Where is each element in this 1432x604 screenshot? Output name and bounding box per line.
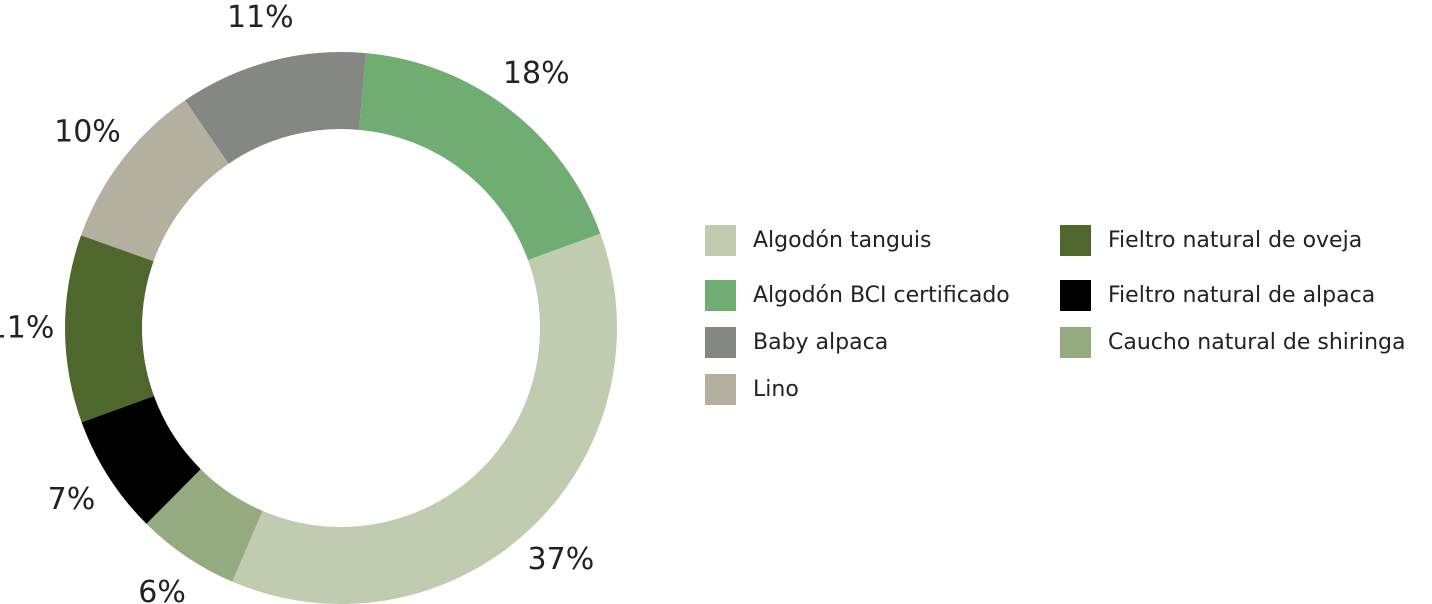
legend-label: Lino — [753, 377, 799, 402]
legend-swatch — [1060, 327, 1091, 358]
legend-swatch — [705, 225, 736, 256]
donut-segment — [232, 233, 618, 604]
data-label: 11% — [0, 311, 54, 346]
legend-swatch — [705, 374, 736, 405]
legend-label: Algodón BCI certificado — [753, 283, 1010, 308]
donut-segment — [359, 53, 601, 260]
data-label: 11% — [227, 0, 294, 35]
legend-label: Algodón tanguis — [753, 228, 931, 253]
donut-segment — [146, 469, 263, 582]
legend-label: Baby alpaca — [753, 330, 888, 355]
data-label: 10% — [54, 114, 121, 149]
data-label: 18% — [503, 56, 570, 91]
data-label: 6% — [138, 575, 186, 604]
legend-swatch — [705, 280, 736, 311]
legend-swatch — [1060, 225, 1091, 256]
donut-segment — [185, 52, 367, 164]
donut-segment — [80, 100, 229, 262]
legend-swatch — [705, 327, 736, 358]
legend-label: Fieltro natural de alpaca — [1108, 283, 1375, 308]
legend-label: Fieltro natural de oveja — [1108, 228, 1362, 253]
data-label: 37% — [528, 542, 595, 577]
data-label: 7% — [48, 482, 96, 517]
donut-segment — [81, 396, 201, 524]
legend-label: Caucho natural de shiringa — [1108, 330, 1405, 355]
legend-swatch — [1060, 280, 1091, 311]
donut-segment — [65, 235, 155, 423]
